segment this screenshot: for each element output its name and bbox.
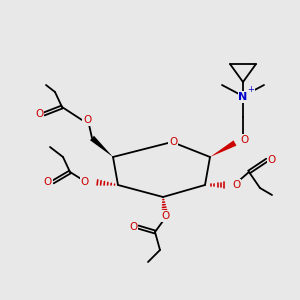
Text: O: O <box>83 115 91 125</box>
Polygon shape <box>210 140 236 157</box>
Text: O: O <box>81 177 89 187</box>
Text: O: O <box>161 211 169 221</box>
Text: O: O <box>35 109 43 119</box>
Text: O: O <box>268 155 276 165</box>
Text: N: N <box>238 92 247 102</box>
Text: +: + <box>248 85 254 94</box>
Text: O: O <box>129 222 137 232</box>
Text: O: O <box>240 135 248 145</box>
Polygon shape <box>90 136 113 157</box>
Text: O: O <box>232 180 240 190</box>
Text: O: O <box>169 137 177 147</box>
Text: O: O <box>44 177 52 187</box>
